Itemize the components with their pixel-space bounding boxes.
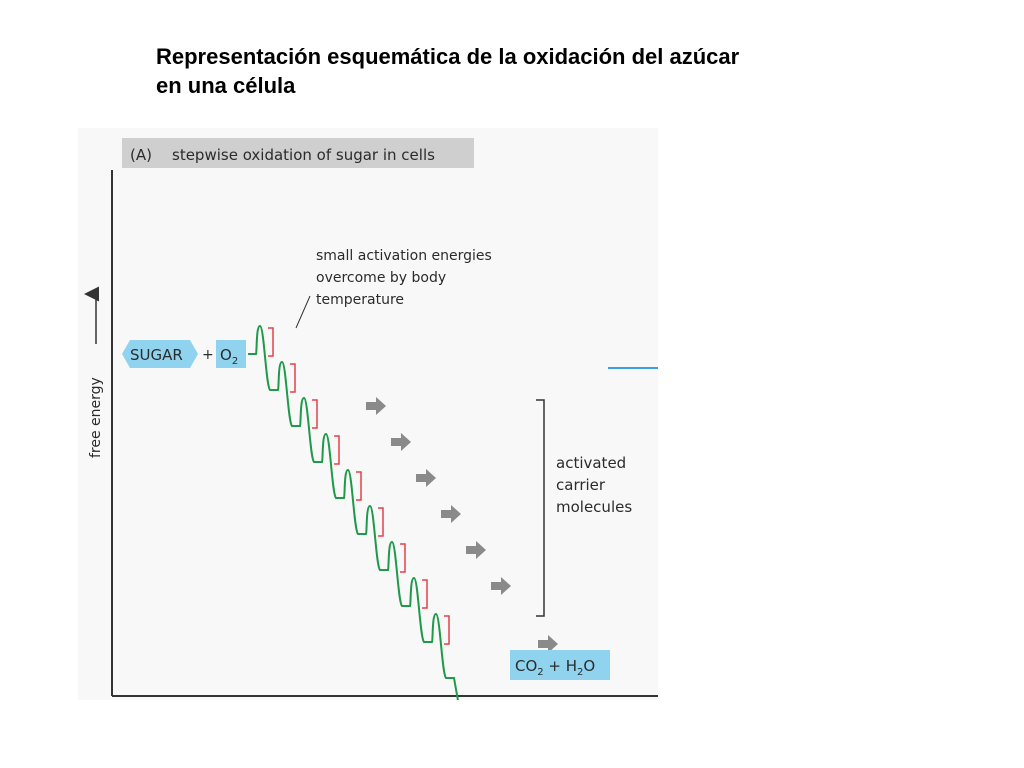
activation-bracket [268, 327, 274, 357]
sugar-label-box [122, 340, 198, 368]
free-energy-axis-label: free energy [88, 377, 104, 458]
plus-sign: + [202, 347, 214, 363]
panel-header-bar [122, 138, 474, 168]
carrier-arrow [366, 397, 386, 415]
annotation-pointer [295, 295, 311, 329]
carrier-arrow [391, 433, 411, 451]
panel-title: stepwise oxidation of sugar in cells [172, 146, 435, 164]
annotation-line-2: overcome by body [316, 270, 446, 286]
oxygen-label-box [216, 340, 246, 368]
annotation-line-1: small activation energies [316, 248, 492, 264]
product-label: CO2 + H2O [515, 657, 595, 678]
product-co-subscript: 2 [537, 667, 543, 678]
carrier-arrow [441, 505, 461, 523]
annotation-line-3: temperature [316, 292, 404, 308]
slide-title-line-1: Representación esquemática de la oxidaci… [156, 44, 740, 69]
activation-bracket [312, 399, 318, 429]
product-h-subscript: 2 [577, 667, 583, 678]
product-o: O [583, 657, 595, 675]
carrier-arrow [466, 541, 486, 559]
product-co: CO [515, 657, 537, 675]
product-plus-h: + H [544, 657, 577, 675]
oxidation-diagram: (A) stepwise oxidation of sugar in cells… [84, 138, 658, 700]
carrier-group-bracket [536, 399, 545, 617]
slide-title-line-2: en una célula [156, 73, 296, 98]
activation-bracket [290, 363, 296, 393]
carrier-label-line-3: molecules [556, 498, 632, 516]
slide-title: Representación esquemática de la oxidaci… [156, 42, 876, 100]
sugar-label: SUGAR [130, 346, 183, 364]
carrier-arrow [491, 577, 511, 595]
activation-brackets [268, 327, 450, 645]
activation-bracket [334, 435, 340, 465]
activation-bracket [378, 507, 384, 537]
oxygen-label: O2 [220, 346, 238, 367]
carrier-arrows [366, 397, 558, 653]
free-energy-axis-label-group: free energy [84, 286, 104, 458]
oxygen-symbol: O [220, 346, 232, 364]
oxygen-subscript: 2 [232, 356, 238, 367]
energy-staircase-path [248, 324, 459, 700]
carrier-label-line-1: activated [556, 454, 626, 472]
carrier-arrow [538, 635, 558, 653]
oxidation-figure: (A) stepwise oxidation of sugar in cells… [78, 128, 658, 700]
activation-bracket [356, 471, 362, 501]
carrier-label-line-2: carrier [556, 476, 606, 494]
activation-bracket [400, 543, 406, 573]
product-label-box [510, 650, 610, 680]
activation-bracket [422, 579, 428, 609]
carrier-arrow [416, 469, 436, 487]
activation-bracket [444, 615, 450, 645]
panel-label: (A) [130, 146, 152, 164]
